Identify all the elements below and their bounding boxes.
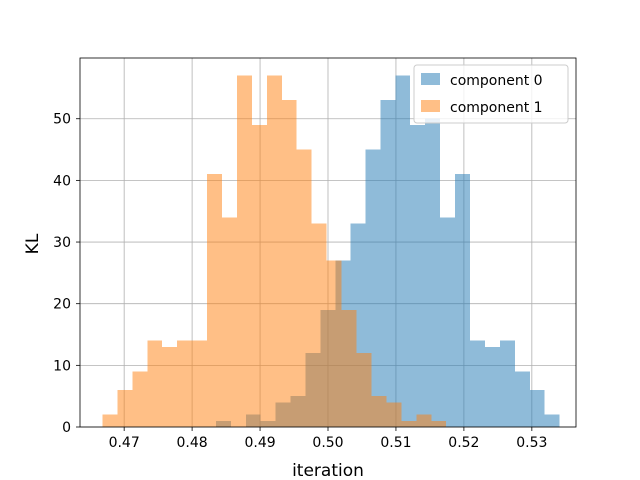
histogram-bar (455, 174, 471, 427)
histogram-bar (470, 340, 485, 427)
histogram-bar (371, 396, 387, 427)
histogram-bar (529, 390, 545, 427)
y-tick-label: 50 (53, 112, 71, 128)
histogram-bar (236, 75, 252, 428)
x-axis-label: iteration (292, 461, 364, 480)
histogram-bar (416, 414, 432, 427)
y-tick-label: 20 (53, 297, 71, 313)
histogram-bar (207, 174, 223, 427)
histogram-bar (544, 414, 560, 427)
y-tick-label: 30 (53, 235, 71, 251)
y-axis-ticks: 0 10 20 30 40 50 (53, 112, 80, 436)
x-tick-label: 0.52 (448, 435, 479, 451)
histogram-bar (147, 340, 163, 427)
histogram-bar (341, 309, 357, 427)
x-tick-label: 0.49 (244, 435, 275, 451)
x-tick-label: 0.50 (312, 435, 343, 451)
histogram-bar (222, 217, 237, 427)
x-tick-label: 0.48 (177, 435, 208, 451)
x-tick-label: 0.51 (380, 435, 411, 451)
x-axis-ticks: 0.47 0.48 0.49 0.50 0.51 0.52 0.53 (109, 427, 547, 451)
histogram-bar (162, 346, 178, 427)
histogram-bar (281, 100, 297, 427)
histogram-bar (395, 75, 411, 428)
histogram-bar (117, 390, 133, 427)
histogram-bar (356, 353, 372, 427)
histogram-bar (401, 420, 417, 427)
histogram-bar (296, 149, 312, 427)
histogram-bar (425, 118, 441, 428)
histogram-bar (251, 124, 267, 427)
histogram-bars (102, 75, 560, 428)
legend-swatch (421, 100, 440, 112)
y-axis-label: KL (23, 233, 43, 254)
histogram-bar (499, 340, 515, 427)
histogram-bar (440, 217, 456, 427)
histogram-bar (192, 340, 208, 427)
y-tick-label: 10 (53, 358, 71, 374)
legend: component 0 component 1 (413, 64, 569, 124)
legend-swatch (421, 73, 440, 85)
histogram-bar (102, 414, 118, 427)
histogram-bar (132, 371, 148, 427)
y-tick-label: 0 (62, 420, 71, 436)
x-tick-label: 0.47 (109, 435, 140, 451)
x-tick-label: 0.53 (516, 435, 547, 451)
histogram-bar (514, 371, 530, 427)
histogram-bar (266, 75, 282, 428)
histogram-bar (380, 100, 396, 427)
histogram-bar (326, 260, 342, 427)
histogram-bar (177, 340, 193, 427)
legend-label: component 1 (450, 100, 543, 116)
histogram-bar (410, 124, 426, 427)
histogram-bar (311, 223, 327, 427)
legend-box (413, 64, 569, 124)
histogram-bar (386, 402, 402, 427)
y-tick-label: 40 (53, 173, 71, 189)
legend-label: component 0 (450, 73, 543, 89)
histogram-bar (484, 346, 500, 427)
series-1-bars (102, 75, 447, 428)
histogram-bar (431, 420, 447, 427)
